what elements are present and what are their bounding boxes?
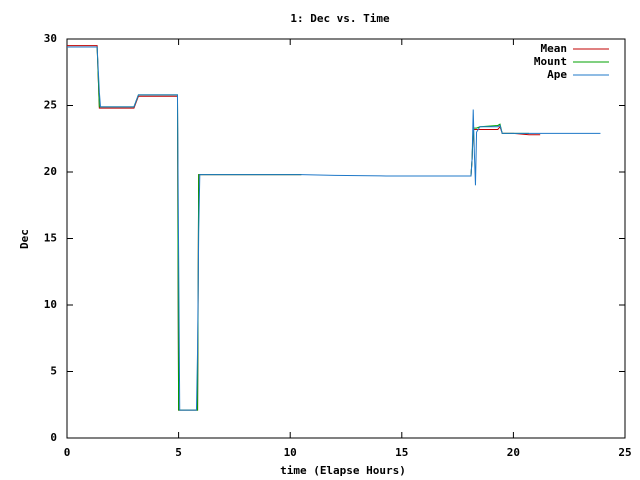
legend-label: Ape: [547, 68, 567, 81]
y-tick-label: 0: [50, 431, 57, 444]
x-tick-label: 10: [284, 446, 297, 459]
x-tick-label: 25: [618, 446, 631, 459]
x-tick-label: 0: [64, 446, 71, 459]
y-tick-label: 5: [50, 365, 57, 378]
y-axis-label: Dec: [18, 229, 31, 249]
x-axis-label: time (Elapse Hours): [280, 464, 406, 477]
legend-label: Mount: [534, 55, 567, 68]
legend-label: Mean: [541, 42, 568, 55]
chart-title: 1: Dec vs. Time: [290, 12, 390, 25]
y-tick-label: 30: [44, 32, 57, 45]
x-tick-label: 15: [395, 446, 408, 459]
x-tick-label: 5: [175, 446, 182, 459]
series-line: [67, 46, 601, 411]
y-tick-label: 20: [44, 165, 57, 178]
y-tick-label: 25: [44, 99, 57, 112]
y-tick-label: 10: [44, 298, 57, 311]
x-tick-label: 20: [507, 446, 520, 459]
y-tick-label: 15: [44, 232, 57, 245]
